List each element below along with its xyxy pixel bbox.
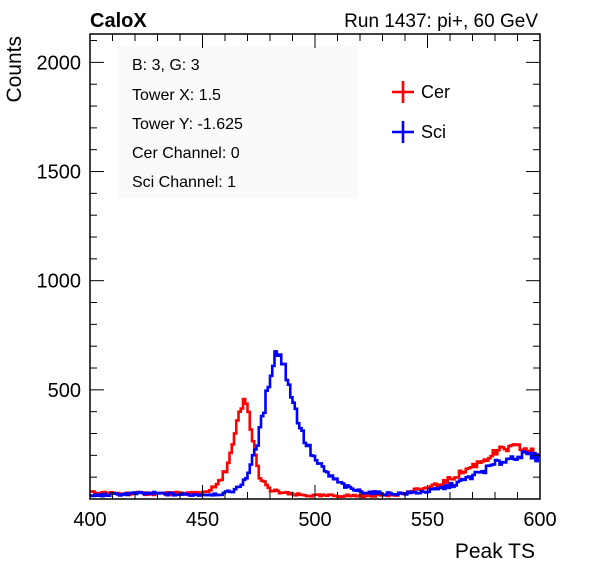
header-left: CaloX	[90, 10, 147, 32]
x-tick-label: 500	[298, 509, 331, 531]
legend-label-cer: Cer	[421, 82, 450, 102]
y-tick-label: 2000	[37, 52, 82, 74]
legend: Cer Sci	[392, 81, 450, 143]
info-line-1: B: 3, G: 3	[132, 57, 200, 74]
x-tick-label: 600	[523, 509, 556, 531]
x-axis-title: Peak TS	[455, 540, 535, 563]
series-cer-line	[90, 397, 540, 499]
header-right: Run 1437: pi+, 60 GeV	[344, 11, 538, 32]
legend-label-sci: Sci	[421, 122, 446, 142]
info-line-3: Tower Y: -1.625	[132, 116, 243, 133]
x-tick-label: 400	[73, 509, 106, 531]
y-axis-title: Counts	[3, 36, 26, 103]
series-sci-line	[90, 350, 540, 498]
info-line-4: Cer Channel: 0	[132, 145, 240, 162]
x-tick-label: 550	[411, 509, 444, 531]
info-box	[118, 46, 358, 198]
axis-layer: 400 450 500 550 600 500 1000 1500 2000	[37, 34, 557, 531]
y-tick-label: 1500	[37, 162, 82, 184]
series-layer	[90, 350, 540, 499]
x-tick-label: 450	[186, 509, 219, 531]
info-line-5: Sci Channel: 1	[132, 174, 236, 191]
y-tick-label: 1000	[37, 271, 82, 293]
y-tick-label: 500	[48, 380, 81, 402]
info-line-2: Tower X: 1.5	[132, 87, 221, 104]
